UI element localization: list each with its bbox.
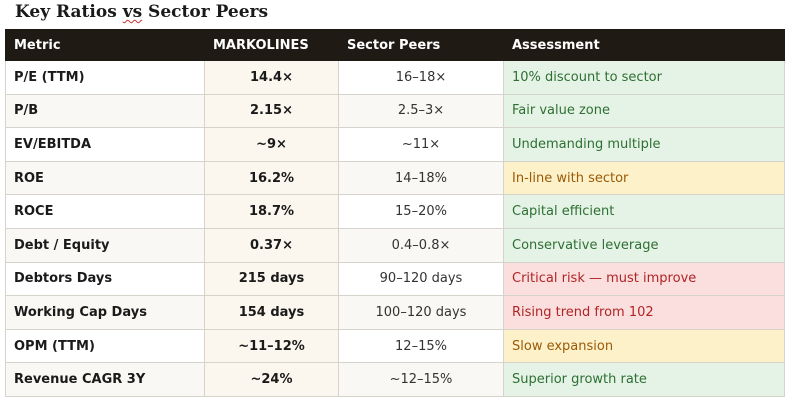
assessment-cell: Conservative leverage	[503, 227, 785, 263]
table-row: P/E (TTM) 14.4× 16–18× 10% discount to sect…	[5, 60, 785, 95]
markolines-value-cell: 2.15×	[204, 93, 339, 129]
metric-cell: Working Cap Days	[5, 295, 205, 330]
column-header-sector-peers: Sector Peers	[338, 29, 504, 61]
sector-peers-value-cell: 14–18%	[338, 160, 504, 196]
metric-cell: Debt / Equity	[5, 227, 205, 263]
assessment-cell: Rising trend from 102	[503, 295, 785, 330]
markolines-value-cell: 16.2%	[204, 160, 339, 196]
assessment-cell: 10% discount to sector	[503, 60, 785, 95]
markolines-value-cell: ~9×	[204, 127, 339, 162]
title-prefix: Key Ratios	[15, 2, 123, 22]
markolines-value-cell: 0.37×	[204, 227, 339, 263]
assessment-cell: Superior growth rate	[503, 362, 785, 397]
metric-cell: P/B	[5, 93, 205, 129]
metric-cell: Revenue CAGR 3Y	[5, 362, 205, 397]
column-header-metric: Metric	[5, 29, 205, 61]
table-row: ROE 16.2% 14–18% In-line with sector	[5, 160, 785, 196]
title-suffix: Sector Peers	[142, 2, 269, 22]
table-row: Working Cap Days 154 days 100–120 days Risi…	[5, 295, 785, 330]
assessment-cell: Capital efficient	[503, 194, 785, 229]
table-header-row: Metric MARKOLINES Sector Peers Assessmen…	[5, 29, 785, 61]
metric-cell: ROE	[5, 160, 205, 196]
sector-peers-value-cell: ~12–15%	[338, 362, 504, 397]
assessment-cell: Slow expansion	[503, 328, 785, 364]
markolines-value-cell: 154 days	[204, 295, 339, 330]
table-row: Revenue CAGR 3Y ~24% ~12–15% Superior growt…	[5, 362, 785, 397]
sector-peers-value-cell: 0.4–0.8×	[338, 227, 504, 263]
column-header-markolines: MARKOLINES	[204, 29, 339, 61]
metric-cell: ROCE	[5, 194, 205, 229]
assessment-cell: Critical risk — must improve	[503, 261, 785, 297]
column-header-assessment: Assessment	[503, 29, 785, 61]
sector-peers-value-cell: 90–120 days	[338, 261, 504, 297]
ratios-table: Metric MARKOLINES Sector Peers Assessmen…	[5, 29, 785, 397]
sector-peers-value-cell: 2.5–3×	[338, 93, 504, 129]
sector-peers-value-cell: 15–20%	[338, 194, 504, 229]
metric-cell: OPM (TTM)	[5, 328, 205, 364]
page-title: Key Ratios vs Sector Peers	[15, 0, 268, 24]
table-row: OPM (TTM) ~11–12% 12–15% Slow expansion	[5, 328, 785, 364]
sector-peers-value-cell: 100–120 days	[338, 295, 504, 330]
table-row: Debtors Days 215 days 90–120 days Critical …	[5, 261, 785, 297]
title-vs: vs	[122, 2, 143, 22]
sector-peers-value-cell: ~11×	[338, 127, 504, 162]
table-row: EV/EBITDA ~9× ~11× Undemanding multiple	[5, 127, 785, 162]
table-row: ROCE 18.7% 15–20% Capital efficient	[5, 194, 785, 229]
table-body: P/E (TTM) 14.4× 16–18× 10% discount to sect…	[5, 60, 785, 397]
assessment-cell: Fair value zone	[503, 93, 785, 129]
assessment-cell: In-line with sector	[503, 160, 785, 196]
markolines-value-cell: ~24%	[204, 362, 339, 397]
markolines-value-cell: 14.4×	[204, 60, 339, 95]
sector-peers-value-cell: 16–18×	[338, 60, 504, 95]
assessment-cell: Undemanding multiple	[503, 127, 785, 162]
markolines-value-cell: ~11–12%	[204, 328, 339, 364]
sector-peers-value-cell: 12–15%	[338, 328, 504, 364]
metric-cell: Debtors Days	[5, 261, 205, 297]
metric-cell: EV/EBITDA	[5, 127, 205, 162]
table-row: Debt / Equity 0.37× 0.4–0.8× Conservative l…	[5, 227, 785, 263]
metric-cell: P/E (TTM)	[5, 60, 205, 95]
markolines-value-cell: 18.7%	[204, 194, 339, 229]
table-row: P/B 2.15× 2.5–3× Fair value zone	[5, 93, 785, 129]
markolines-value-cell: 215 days	[204, 261, 339, 297]
